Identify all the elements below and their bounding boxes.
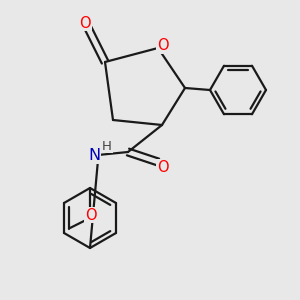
Text: H: H	[102, 140, 112, 152]
Text: O: O	[79, 16, 91, 31]
Text: O: O	[157, 160, 169, 175]
Text: O: O	[85, 208, 97, 223]
Text: N: N	[88, 148, 100, 164]
Text: O: O	[157, 38, 169, 53]
